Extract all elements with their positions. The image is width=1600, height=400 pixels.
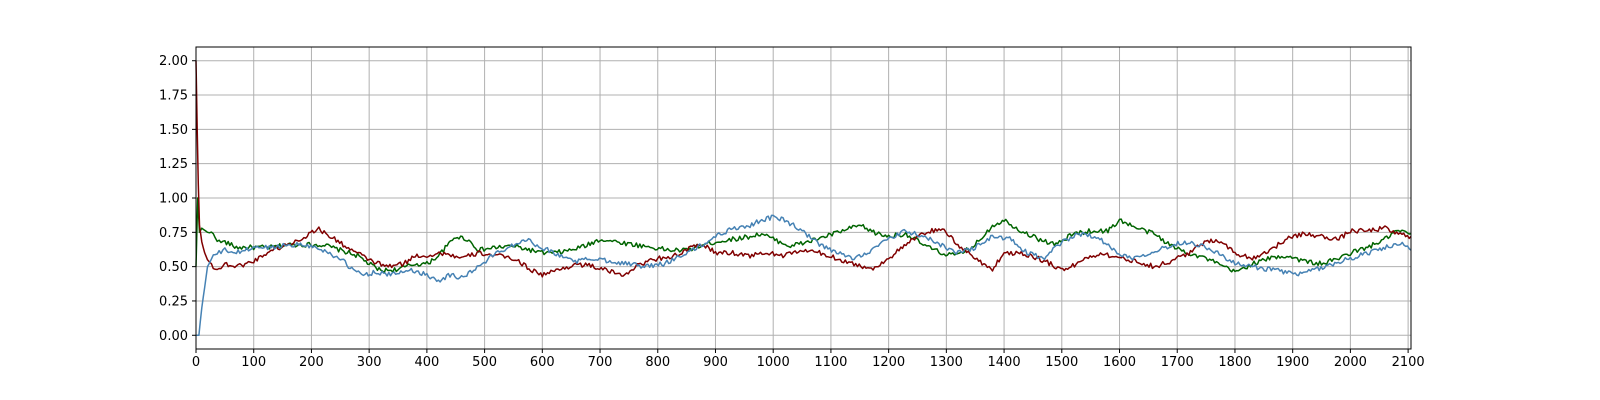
x-tick-label: 700: [588, 355, 613, 370]
x-axis: 0 100 200 300 400 500 600 700 800 900 1000 1100 1200…: [192, 349, 1425, 370]
x-tick-label: 1300: [930, 355, 963, 370]
y-tick-label: 1.00: [159, 192, 188, 207]
y-axis: 0.00 0.25 0.50 0.75 1.00 1.25 1.50 1.75 2.00: [159, 54, 196, 344]
x-tick-label: 1900: [1276, 355, 1309, 370]
x-tick-label: 2100: [1392, 355, 1425, 370]
x-tick-label: 1700: [1161, 355, 1194, 370]
x-tick-label: 900: [703, 355, 728, 370]
x-tick-label: 0: [192, 355, 200, 370]
x-tick-label: 1600: [1103, 355, 1136, 370]
x-tick-label: 1200: [872, 355, 905, 370]
y-tick-label: 1.25: [159, 157, 188, 172]
x-tick-label: 100: [241, 355, 266, 370]
x-tick-label: 1100: [814, 355, 847, 370]
y-tick-label: 0.25: [159, 294, 188, 309]
series-line-3: [196, 214, 1412, 337]
grid: [195, 47, 1411, 349]
x-tick-label: 1800: [1218, 355, 1251, 370]
x-tick-label: 1500: [1045, 355, 1078, 370]
x-tick-label: 500: [472, 355, 497, 370]
x-tick-label: 1400: [988, 355, 1021, 370]
x-tick-label: 600: [530, 355, 555, 370]
y-tick-label: 2.00: [159, 54, 188, 69]
y-tick-label: 1.50: [159, 123, 188, 138]
y-tick-label: 0.00: [159, 329, 188, 344]
x-tick-label: 300: [357, 355, 382, 370]
x-tick-label: 800: [645, 355, 670, 370]
x-tick-label: 400: [414, 355, 439, 370]
y-tick-label: 0.75: [159, 226, 188, 241]
y-tick-label: 0.50: [159, 260, 188, 275]
x-tick-label: 1000: [757, 355, 790, 370]
series-line-2: [195, 60, 1412, 278]
x-tick-label: 2000: [1334, 355, 1367, 370]
y-tick-label: 1.75: [159, 89, 188, 104]
series-line-1: [195, 197, 1412, 274]
x-tick-label: 200: [299, 355, 324, 370]
series-lines: [195, 60, 1412, 337]
